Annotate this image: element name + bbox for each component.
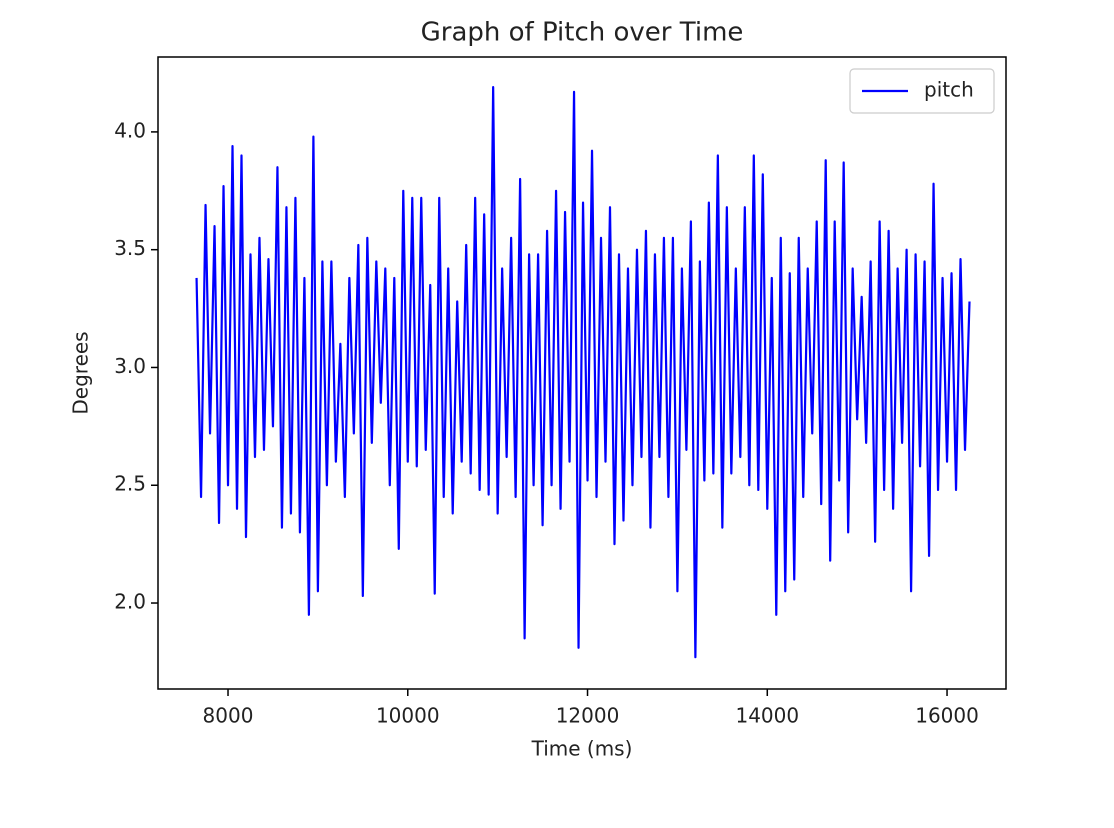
legend-box bbox=[849, 68, 995, 114]
line bbox=[195, 86, 971, 659]
x-axis-label: Time (ms) bbox=[531, 737, 633, 761]
y-tick-label: 2.0 bbox=[114, 590, 146, 614]
x-tick-label: 8000 bbox=[203, 704, 254, 728]
x-tick-label: 12000 bbox=[556, 704, 620, 728]
x-tick-label: 16000 bbox=[915, 704, 979, 728]
y-tick-label: 3.5 bbox=[114, 236, 146, 260]
y-tick-label: 2.5 bbox=[114, 472, 146, 496]
x-tick-label: 14000 bbox=[735, 704, 799, 728]
y-tick-label: 3.0 bbox=[114, 354, 146, 378]
chart-title: Graph of Pitch over Time bbox=[421, 18, 744, 48]
x-tick-label: 10000 bbox=[376, 704, 440, 728]
legend-label: pitch bbox=[924, 78, 974, 102]
y-axis-label: Degrees bbox=[69, 331, 93, 414]
plot-frame bbox=[157, 56, 1007, 690]
y-tick-label: 4.0 bbox=[114, 118, 146, 142]
